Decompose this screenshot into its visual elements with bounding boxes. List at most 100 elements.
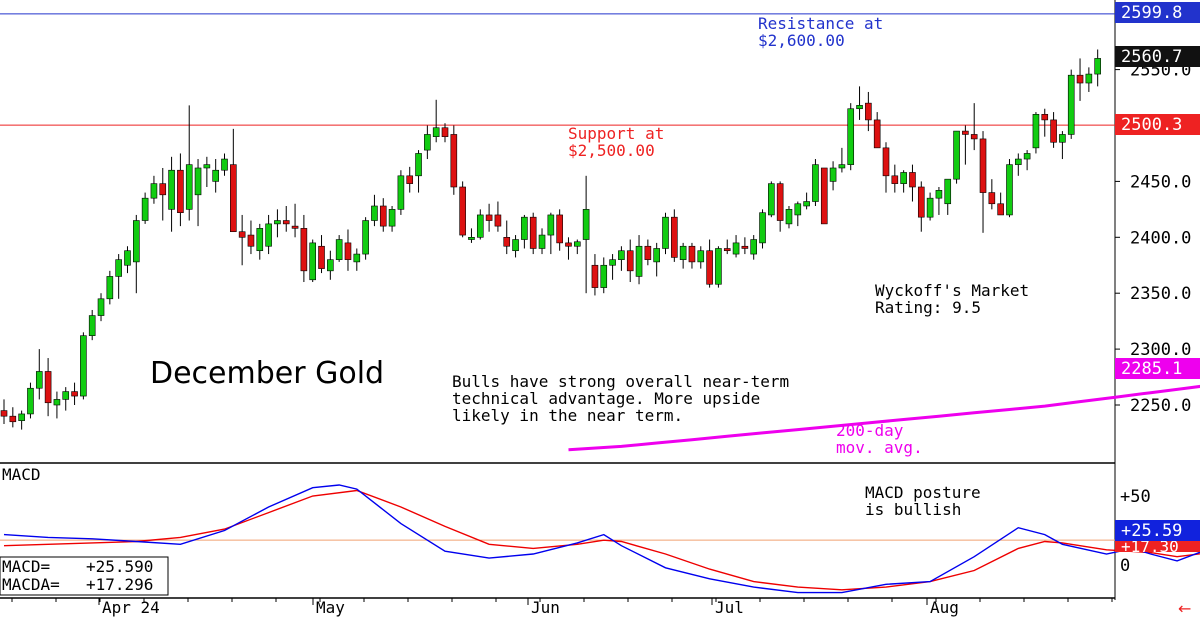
candle-up xyxy=(468,237,475,240)
candle-up xyxy=(935,190,943,199)
candle-down xyxy=(291,225,299,229)
candle-up xyxy=(1085,73,1093,84)
candle-down xyxy=(238,231,246,238)
candle-up xyxy=(371,205,378,221)
month-label: Aug xyxy=(930,598,959,617)
candle-down xyxy=(230,164,237,233)
candle-up xyxy=(141,197,149,221)
candle-down xyxy=(776,183,784,221)
candle-up xyxy=(750,239,758,255)
candle-up xyxy=(53,399,61,406)
candle-down xyxy=(644,245,652,260)
candle-up xyxy=(768,183,775,216)
candle-up xyxy=(803,201,810,207)
support-note-line1: Support at xyxy=(568,124,664,143)
macda-line xyxy=(3,489,1200,591)
candle-up xyxy=(353,253,361,263)
candle-up xyxy=(609,259,616,266)
candle-down xyxy=(891,175,899,184)
candle-up xyxy=(715,248,722,285)
candle-down xyxy=(970,134,978,140)
candle-down xyxy=(988,192,996,205)
candle-up xyxy=(327,259,334,272)
candle-up xyxy=(829,167,837,182)
candle-up xyxy=(362,220,369,255)
candle-down xyxy=(873,119,881,149)
candle-up xyxy=(732,242,740,255)
candle-down xyxy=(671,216,678,258)
month-label: Jul xyxy=(715,598,744,617)
candle-down xyxy=(44,371,52,404)
candle-up xyxy=(256,228,264,252)
scroll-left-arrow-icon[interactable]: ← xyxy=(1178,599,1191,618)
ma-price-tag-text: 2285.1 xyxy=(1121,359,1182,379)
chart-title: December Gold xyxy=(150,356,384,391)
candle-down xyxy=(494,214,502,227)
candle-down xyxy=(0,410,8,417)
price-panel xyxy=(0,13,1200,452)
candle-down xyxy=(159,183,167,196)
macda-value-tag xyxy=(1115,538,1200,552)
candle-down xyxy=(282,220,290,225)
candle-up xyxy=(618,250,625,260)
candle-up xyxy=(194,167,202,196)
macda-legend-name: MACDA= xyxy=(2,575,60,594)
comment-line2: technical advantage. More upside xyxy=(452,389,760,408)
candle-down xyxy=(962,130,969,135)
candle-up xyxy=(662,216,669,249)
candle-up xyxy=(521,216,528,240)
candle-up xyxy=(538,234,546,249)
macda-value-tag-text: +17.30 xyxy=(1121,537,1179,556)
ma-note-line2: mov. avg. xyxy=(836,438,923,457)
candle-down xyxy=(626,250,634,272)
macd-panel xyxy=(0,484,1200,594)
ma-price-tag xyxy=(1115,358,1200,379)
rating-note-line2: Rating: 9.5 xyxy=(875,298,981,317)
candle-up xyxy=(653,248,660,263)
macd-value-tag xyxy=(1115,520,1200,541)
candle-down xyxy=(997,203,1004,216)
candle-up xyxy=(265,223,272,247)
candle-up xyxy=(838,164,846,169)
price-tick-label: 2250.0 xyxy=(1130,396,1191,416)
candle-down xyxy=(379,205,387,227)
candle-up xyxy=(88,315,96,336)
candle-down xyxy=(406,175,414,184)
macd-tick-label: 0 xyxy=(1120,556,1130,576)
macd-tick-label: +50 xyxy=(1120,487,1151,507)
candle-down xyxy=(688,245,696,263)
candle-up xyxy=(582,209,590,240)
candle-down xyxy=(865,102,872,121)
candle-down xyxy=(318,245,325,269)
candle-down xyxy=(917,186,925,218)
candle-down xyxy=(1076,74,1084,84)
candle-up xyxy=(203,164,211,169)
candle-down xyxy=(177,169,184,214)
macd-note-line2: is bullish xyxy=(865,500,961,519)
candle-up xyxy=(1014,158,1022,165)
candle-up xyxy=(1094,58,1101,75)
month-label: May xyxy=(316,598,345,617)
candle-up xyxy=(679,245,687,260)
candle-up xyxy=(388,209,396,227)
macd-value-tag-text: +25.59 xyxy=(1121,521,1182,541)
resistance-price-tag-text: 2599.8 xyxy=(1121,3,1182,23)
month-label: Apr 24 xyxy=(102,598,160,617)
candle-down xyxy=(565,242,572,247)
candle-up xyxy=(1059,134,1066,143)
candle-up xyxy=(432,127,440,137)
candle-up xyxy=(573,241,581,247)
candle-up xyxy=(759,212,766,244)
candle-up xyxy=(1006,164,1013,216)
candle-up xyxy=(926,197,934,218)
candle-up xyxy=(150,183,158,199)
candle-up xyxy=(856,105,863,110)
candle-up xyxy=(1032,114,1040,149)
candle-down xyxy=(503,237,511,247)
candle-up xyxy=(476,214,484,238)
candle-up xyxy=(35,371,43,389)
candle-down xyxy=(9,415,17,423)
candle-down xyxy=(441,127,449,137)
candle-down xyxy=(909,172,916,188)
